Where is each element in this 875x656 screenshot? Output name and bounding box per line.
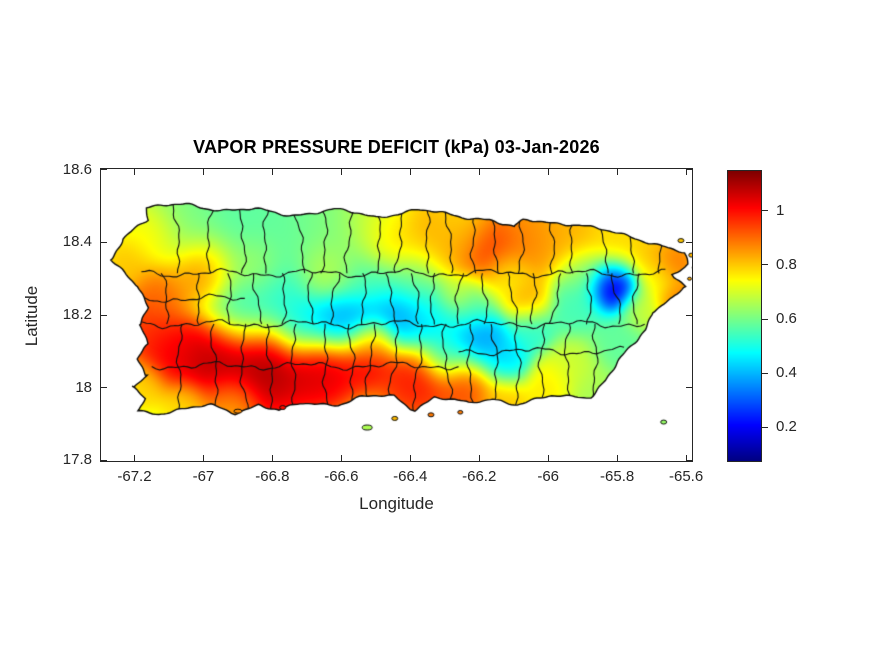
y-tick-mark [686,169,692,171]
y-tick-label: 18 [75,378,92,396]
x-tick-mark [547,169,549,175]
x-tick-mark [271,455,273,461]
y-tick-mark [686,314,692,316]
x-tick-mark [133,169,135,175]
x-tick-mark [133,455,135,461]
x-tick-mark [202,455,204,461]
x-tick-label: -66.4 [393,468,428,485]
colorbar-tick-label: 0.6 [776,310,797,328]
x-tick-mark [616,455,618,461]
heatmap-canvas [100,168,693,462]
y-tick-mark [101,387,107,389]
y-tick-label: 17.8 [62,451,92,469]
x-tick-mark [340,455,342,461]
x-tick-mark [685,455,687,461]
x-tick-mark [616,169,618,175]
x-axis-label: Longitude [359,494,434,513]
colorbar-tick-label: 0.8 [776,255,797,273]
colorbar [727,170,762,462]
y-tick-label: 18.6 [62,160,92,178]
x-tick-label: -66.8 [255,468,290,485]
x-tick-mark [547,455,549,461]
colorbar-tick-label: 0.4 [776,364,797,382]
x-tick-label: -65.6 [668,468,704,485]
y-tick-label: 18.4 [62,233,92,251]
colorbar-tick-mark [762,210,768,212]
y-axis-label: Latitude [22,285,41,347]
chart-title: VAPOR PRESSURE DEFICIT (kPa) 03-Jan-2026 [193,137,600,157]
colorbar-tick-mark [762,426,768,428]
y-tick-mark [686,459,692,461]
x-tick-label: -65.8 [600,468,635,485]
x-tick-mark [478,455,480,461]
x-tick-label: -67 [192,468,215,485]
y-tick-mark [686,387,692,389]
y-tick-mark [101,459,107,461]
colorbar-tick-mark [762,372,768,374]
colorbar-tick-mark [762,318,768,320]
y-tick-mark [101,241,107,243]
x-tick-mark [271,169,273,175]
y-tick-mark [101,314,107,316]
x-tick-mark [202,169,204,175]
x-tick-label: -66.6 [324,468,359,485]
y-tick-label: 18.2 [62,306,92,323]
x-tick-mark [340,169,342,175]
x-tick-mark [409,169,411,175]
x-tick-mark [685,169,687,175]
colorbar-tick-mark [762,264,768,266]
x-tick-mark [409,455,411,461]
colorbar-tick-label: 1 [776,201,785,219]
x-tick-label: -66 [537,468,560,485]
colorbar-tick-label: 0.2 [776,418,797,436]
y-tick-mark [101,169,107,171]
y-tick-mark [686,241,692,243]
x-tick-label: -66.2 [462,468,497,485]
x-tick-label: -67.2 [117,468,152,485]
x-tick-mark [478,169,480,175]
